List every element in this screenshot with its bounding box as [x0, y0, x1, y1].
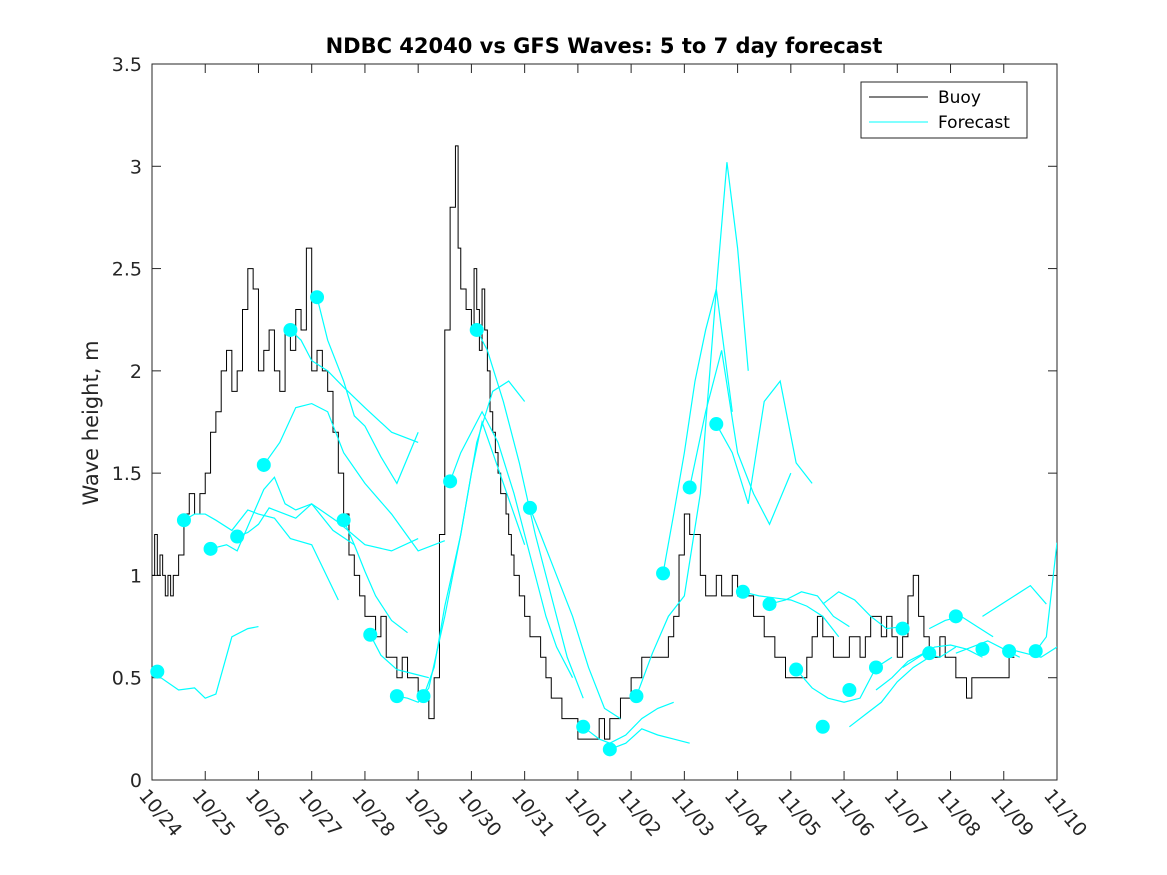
forecast-marker [416, 689, 431, 704]
forecast-series-line [902, 644, 983, 668]
x-tick-label: 11/06 [826, 785, 878, 841]
forecast-series-line [422, 380, 526, 697]
forecast-series-line [609, 728, 690, 750]
forecast-series-line [210, 476, 355, 552]
forecast-marker [948, 609, 963, 624]
x-tick-label: 11/01 [560, 785, 612, 841]
forecast-series-line [236, 503, 419, 552]
forecast-series-line [316, 297, 419, 485]
forecast-marker [682, 480, 697, 495]
forecast-series-line [742, 591, 840, 638]
legend-buoy-label: Buoy [938, 88, 981, 108]
forecast-marker [1002, 644, 1017, 659]
forecast-series-line [289, 329, 419, 444]
forecast-series-line [849, 656, 930, 728]
x-tick-label: 11/09 [986, 785, 1038, 841]
legend-forecast-label: Forecast [938, 113, 1010, 133]
x-tick-label: 10/25 [187, 785, 239, 841]
forecast-marker [602, 742, 617, 757]
forecast-marker [310, 290, 325, 305]
forecast-series-line [662, 162, 749, 574]
x-tick-label: 11/07 [879, 785, 931, 841]
forecast-marker [895, 621, 910, 636]
y-tick-label: 3 [130, 156, 142, 178]
forecast-marker [576, 719, 591, 734]
forecast-marker [283, 322, 298, 337]
legend-box [860, 81, 1028, 139]
forecast-marker [789, 662, 804, 677]
forecast-series-line [582, 701, 674, 744]
forecast-marker [443, 474, 458, 489]
forecast-marker [656, 566, 671, 581]
chart-title: NDBC 42040 vs GFS Waves: 5 to 7 day fore… [326, 34, 883, 58]
y-tick-label: 2 [130, 361, 142, 383]
x-tick-label: 10/28 [347, 785, 399, 841]
forecast-marker [469, 322, 484, 337]
y-tick-label: 1.5 [112, 463, 142, 485]
y-tick-label: 1 [130, 565, 142, 587]
forecast-series-line [715, 379, 813, 505]
forecast-series-line [343, 519, 408, 634]
forecast-series-line [369, 634, 429, 679]
x-tick-label: 10/24 [134, 785, 186, 841]
forecast-marker [1028, 644, 1043, 659]
forecast-marker [230, 529, 245, 544]
forecast-series-line [689, 350, 792, 526]
forecast-marker [629, 689, 644, 704]
x-tick-label: 10/31 [507, 785, 559, 841]
y-tick-label: 2.5 [112, 259, 142, 281]
forecast-marker [709, 417, 724, 432]
forecast-series-line [449, 410, 574, 678]
plot-area [151, 63, 1058, 781]
forecast-marker [735, 584, 750, 599]
x-tick-label: 11/02 [613, 785, 665, 841]
x-tick-label: 11/04 [720, 785, 772, 841]
forecast-series-line [769, 591, 850, 628]
forecast-marker [975, 642, 990, 657]
x-tick-label: 10/30 [454, 785, 506, 841]
forecast-series-line [263, 402, 446, 552]
y-tick-label: 0.5 [112, 668, 142, 690]
y-tick-label: 0 [130, 770, 142, 792]
forecast-marker [522, 500, 537, 515]
x-tick-label: 10/27 [294, 785, 346, 841]
forecast-marker [842, 682, 857, 697]
buoy-series-line [152, 145, 1015, 740]
x-tick-label: 11/05 [773, 785, 825, 841]
forecast-marker [203, 541, 218, 556]
forecast-series-line [152, 625, 259, 699]
forecast-marker [363, 627, 378, 642]
x-tick-label: 10/29 [400, 785, 452, 841]
forecast-marker [176, 513, 191, 528]
forecast-series-line [183, 509, 339, 601]
forecast-marker [389, 689, 404, 704]
forecast-marker [762, 597, 777, 612]
forecast-marker [336, 513, 351, 528]
forecast-series-line [822, 591, 903, 630]
forecast-series-line [529, 507, 621, 720]
legend: Buoy Forecast [860, 81, 1028, 139]
forecast-series-line [476, 329, 584, 699]
forecast-marker [150, 664, 165, 679]
forecast-marker [815, 719, 830, 734]
x-tick-label: 11/03 [667, 785, 719, 841]
forecast-series-line [875, 646, 957, 691]
forecast-marker [869, 660, 883, 675]
x-tick-label: 11/08 [933, 785, 985, 841]
y-axis-label: Wave height, m [79, 340, 103, 505]
forecast-marker [922, 646, 937, 661]
forecast-marker [256, 457, 271, 472]
x-tick-label: 11/10 [1039, 785, 1091, 841]
forecast-series-line [982, 584, 1047, 617]
y-tick-label: 3.5 [112, 54, 142, 76]
x-tick-label: 10/26 [241, 785, 293, 841]
